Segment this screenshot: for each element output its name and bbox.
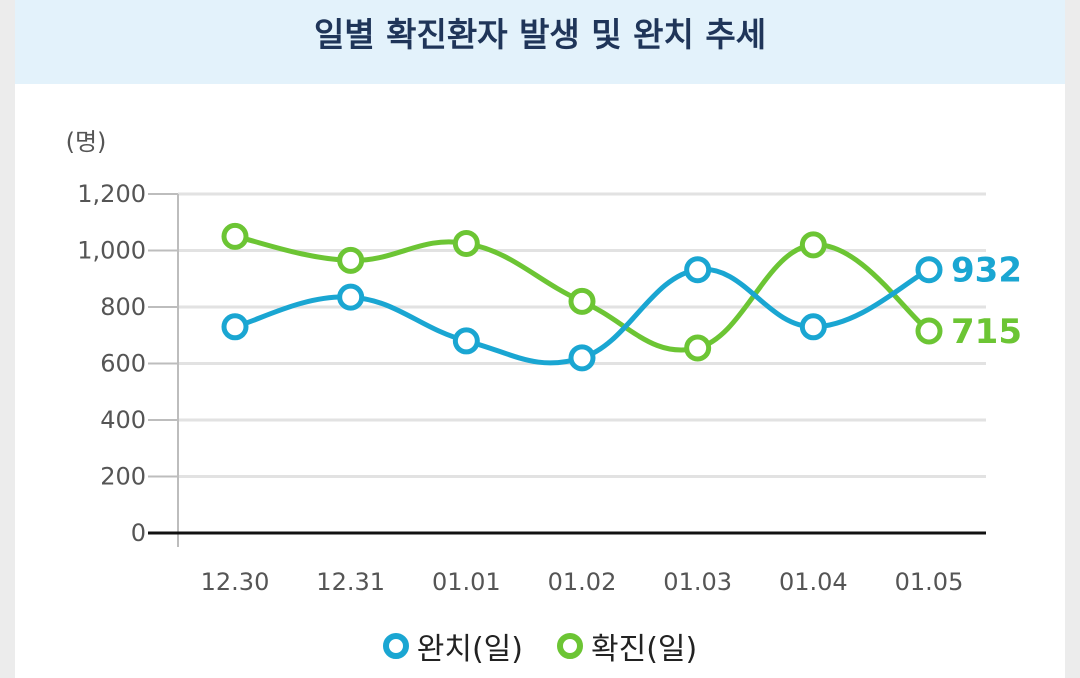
x-tick-label: 01.01 <box>432 568 501 596</box>
data-point-confirmed <box>452 229 480 257</box>
title-bar: 일별 확진환자 발생 및 완치 추세 <box>15 0 1065 84</box>
data-point-confirmed <box>684 334 712 362</box>
data-point-confirmed <box>915 317 943 345</box>
data-point-recovered <box>568 344 596 372</box>
legend: 완치(일) 확진(일) <box>0 618 1080 674</box>
data-point-confirmed <box>799 231 827 259</box>
y-tick-label: 600 <box>100 350 146 378</box>
legend-label-recovered: 완치(일) <box>416 632 523 667</box>
data-point-confirmed <box>337 246 365 274</box>
data-point-confirmed <box>221 222 249 250</box>
data-point-confirmed <box>568 287 596 315</box>
y-tick-label: 1,000 <box>77 237 146 265</box>
legend-item-confirmed[interactable]: 확진(일) <box>557 624 697 668</box>
data-point-recovered <box>684 256 712 284</box>
y-tick-label: 1,200 <box>77 180 146 208</box>
x-tick-label: 01.03 <box>663 568 732 596</box>
y-tick-label: 400 <box>100 406 146 434</box>
legend-marker-confirmed <box>557 633 583 659</box>
x-tick-label: 01.04 <box>779 568 848 596</box>
data-point-recovered <box>452 327 480 355</box>
data-point-recovered <box>915 256 943 284</box>
x-tick-label: 01.02 <box>548 568 617 596</box>
x-tick-label: 12.31 <box>316 568 385 596</box>
data-point-recovered <box>221 313 249 341</box>
legend-item-recovered[interactable]: 완치(일) <box>382 624 523 668</box>
chart-title: 일별 확진환자 발생 및 완치 추세 <box>313 15 767 54</box>
data-point-recovered <box>337 283 365 311</box>
legend-marker-recovered <box>382 633 409 659</box>
y-tick-label: 0 <box>131 519 146 547</box>
x-tick-label: 01.05 <box>895 568 964 596</box>
chart-card <box>15 0 1065 678</box>
data-point-recovered <box>799 313 827 341</box>
line-chart: (명) 0 200 400 600 800 1,000 1,200 12.30 12.31 01… <box>66 128 1022 596</box>
end-value-label-confirmed: 715 <box>951 312 1022 352</box>
y-tick-label: 200 <box>100 463 146 491</box>
end-value-label-recovered: 932 <box>951 251 1022 291</box>
legend-label-confirmed: 확진(일) <box>591 632 698 667</box>
y-tick-label: 800 <box>100 293 146 321</box>
x-tick-label: 12.30 <box>201 568 270 596</box>
y-axis-unit-label: (명) <box>66 128 107 156</box>
